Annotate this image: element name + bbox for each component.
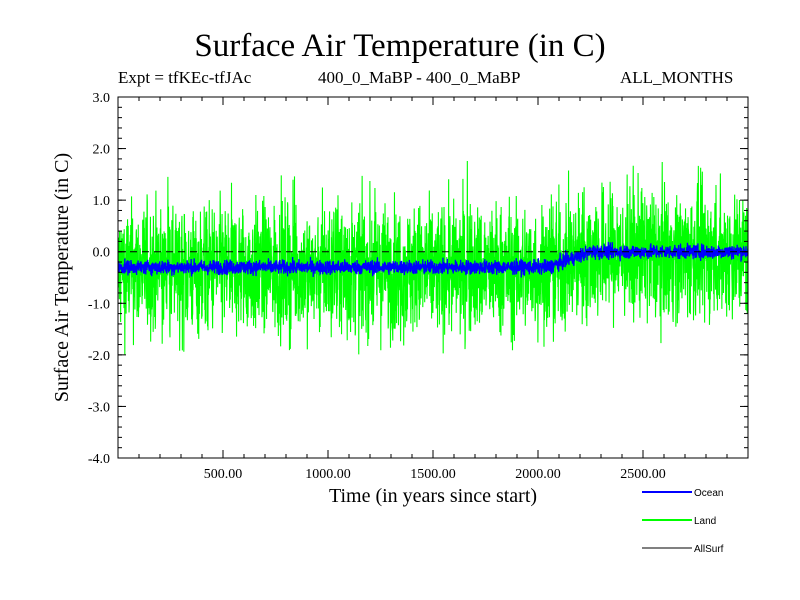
months-label: ALL_MONTHS [620,68,734,87]
chart-title: Surface Air Temperature (in C) [194,28,606,64]
series-line-ocean [118,241,748,278]
y-tick-label: 0.0 [93,246,111,261]
legend-label-ocean: Ocean [694,488,723,499]
y-tick-label: -3.0 [88,400,110,415]
x-tick-label: 2000.00 [515,467,561,482]
y-tick-label: 2.0 [93,143,111,158]
x-tick-label: 2500.00 [620,467,666,482]
y-axis-title: Surface Air Temperature (in C) [51,153,73,402]
series-line-land [118,160,748,355]
y-tick-label: -1.0 [88,297,110,312]
y-tick-label: -2.0 [88,349,110,364]
legend: Ocean Land AllSurf [642,488,724,555]
legend-label-allsurf: AllSurf [694,544,724,555]
y-tick-label: -4.0 [88,452,110,467]
series-layer [118,160,748,355]
y-tick-label: 1.0 [93,194,111,209]
x-tick-label: 1000.00 [305,467,351,482]
legend-label-land: Land [694,516,716,527]
experiment-label: Expt = tfKEc-tfJAc [118,68,252,87]
x-axis-title: Time (in years since start) [329,485,537,507]
y-tick-label: 3.0 [93,91,111,106]
x-tick-label: 1500.00 [410,467,456,482]
x-tick-label: 500.00 [204,467,243,482]
axes-layer: -4.0 -3.0 -2.0 -1.0 0.0 1.0 2.0 3.0 500.00 1000.0… [51,91,749,507]
period-label: 400_0_MaBP - 400_0_MaBP [318,68,521,87]
